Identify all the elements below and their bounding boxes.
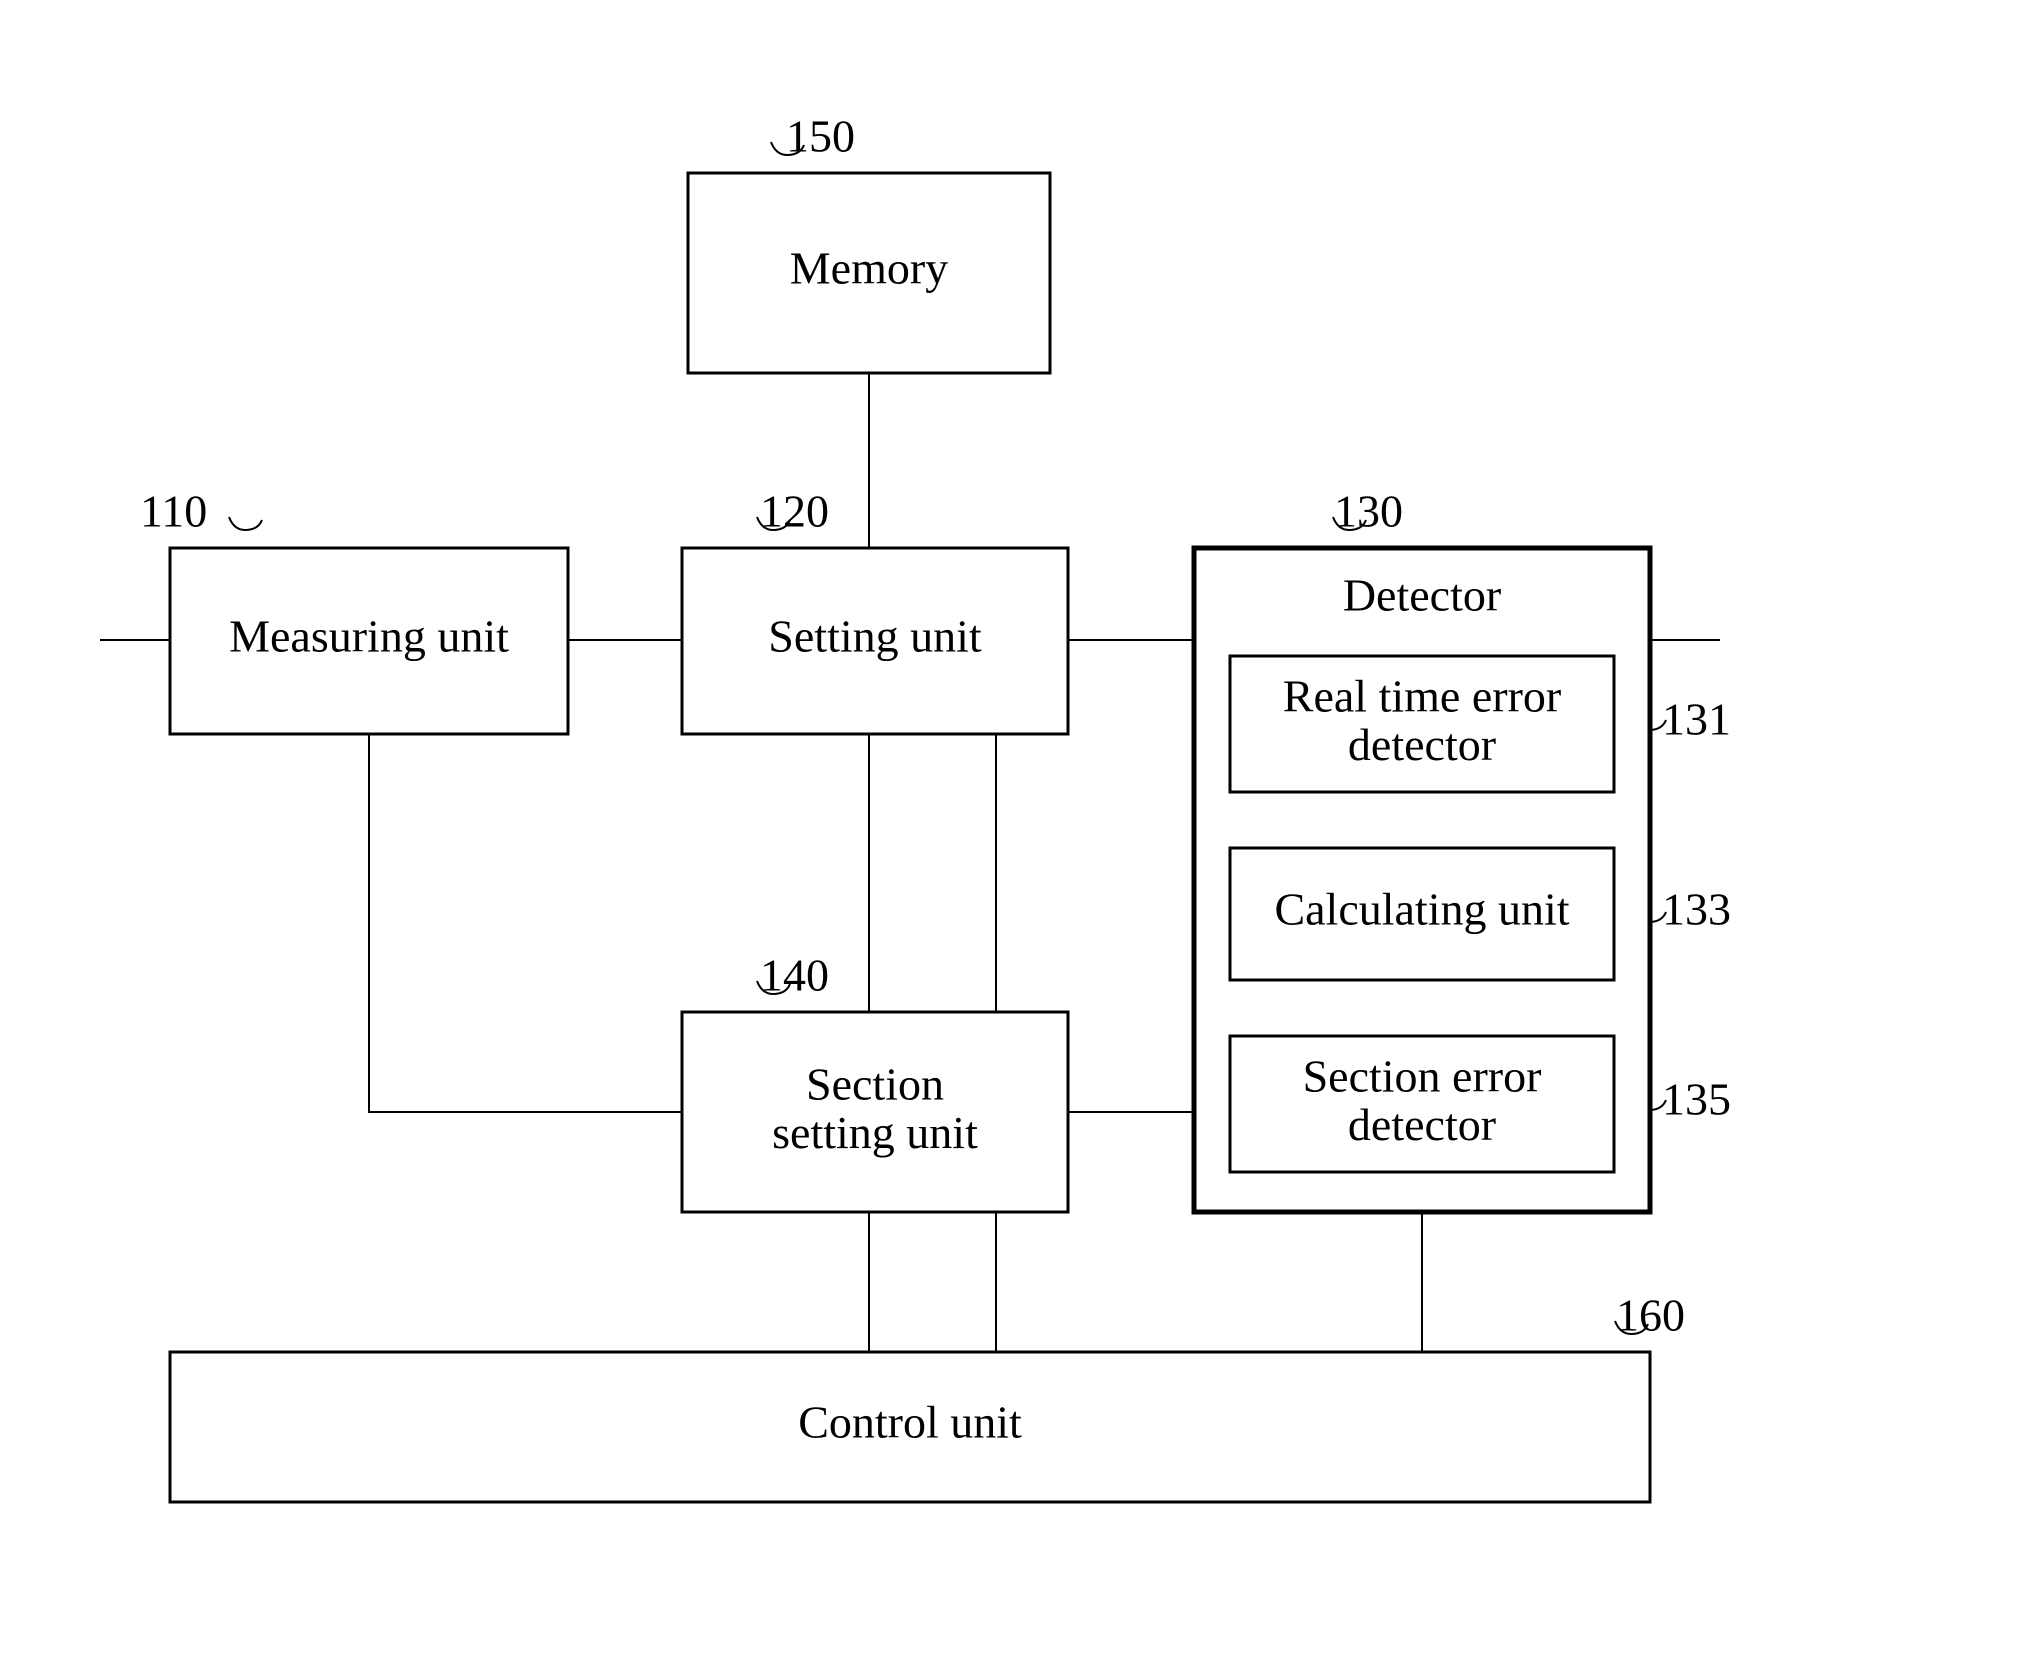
rt_error-ref: 131	[1662, 694, 1731, 745]
rt_error-label-1: Real time error	[1283, 671, 1561, 722]
detector-label: Detector	[1343, 570, 1501, 621]
detector-ref: 130	[1334, 486, 1403, 537]
setting-ref: 120	[760, 486, 829, 537]
setting-label: Setting unit	[768, 611, 982, 662]
section_error-ref: 135	[1662, 1074, 1731, 1125]
section_setting-label-1: Section	[806, 1059, 944, 1110]
memory-label: Memory	[790, 243, 948, 294]
section_error-label-1: Section error	[1303, 1051, 1542, 1102]
block-diagram: Detector 130 Memory 150 Measuring unit 110 Set…	[0, 0, 2024, 1669]
rt_error-label-2: detector	[1348, 719, 1496, 770]
section_setting-ref: 140	[760, 950, 829, 1001]
section_setting-label-2: setting unit	[772, 1107, 978, 1158]
memory-ref: 150	[786, 111, 855, 162]
measuring-ref: 110	[140, 486, 207, 537]
calculating-label: Calculating unit	[1274, 884, 1569, 935]
section_error-label-2: detector	[1348, 1099, 1496, 1150]
measuring-label: Measuring unit	[229, 611, 509, 662]
control-ref: 160	[1616, 1290, 1685, 1341]
calculating-ref: 133	[1662, 884, 1731, 935]
control-label: Control unit	[798, 1397, 1022, 1448]
